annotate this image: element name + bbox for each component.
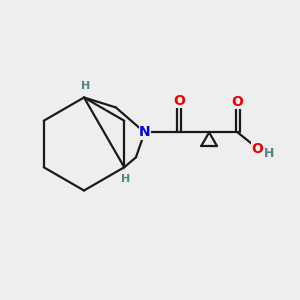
- Text: N: N: [139, 125, 150, 140]
- Text: H: H: [81, 81, 90, 91]
- Text: H: H: [264, 147, 274, 160]
- Text: O: O: [251, 142, 263, 156]
- Text: H: H: [121, 174, 130, 184]
- Text: O: O: [173, 94, 185, 108]
- Text: O: O: [232, 95, 244, 109]
